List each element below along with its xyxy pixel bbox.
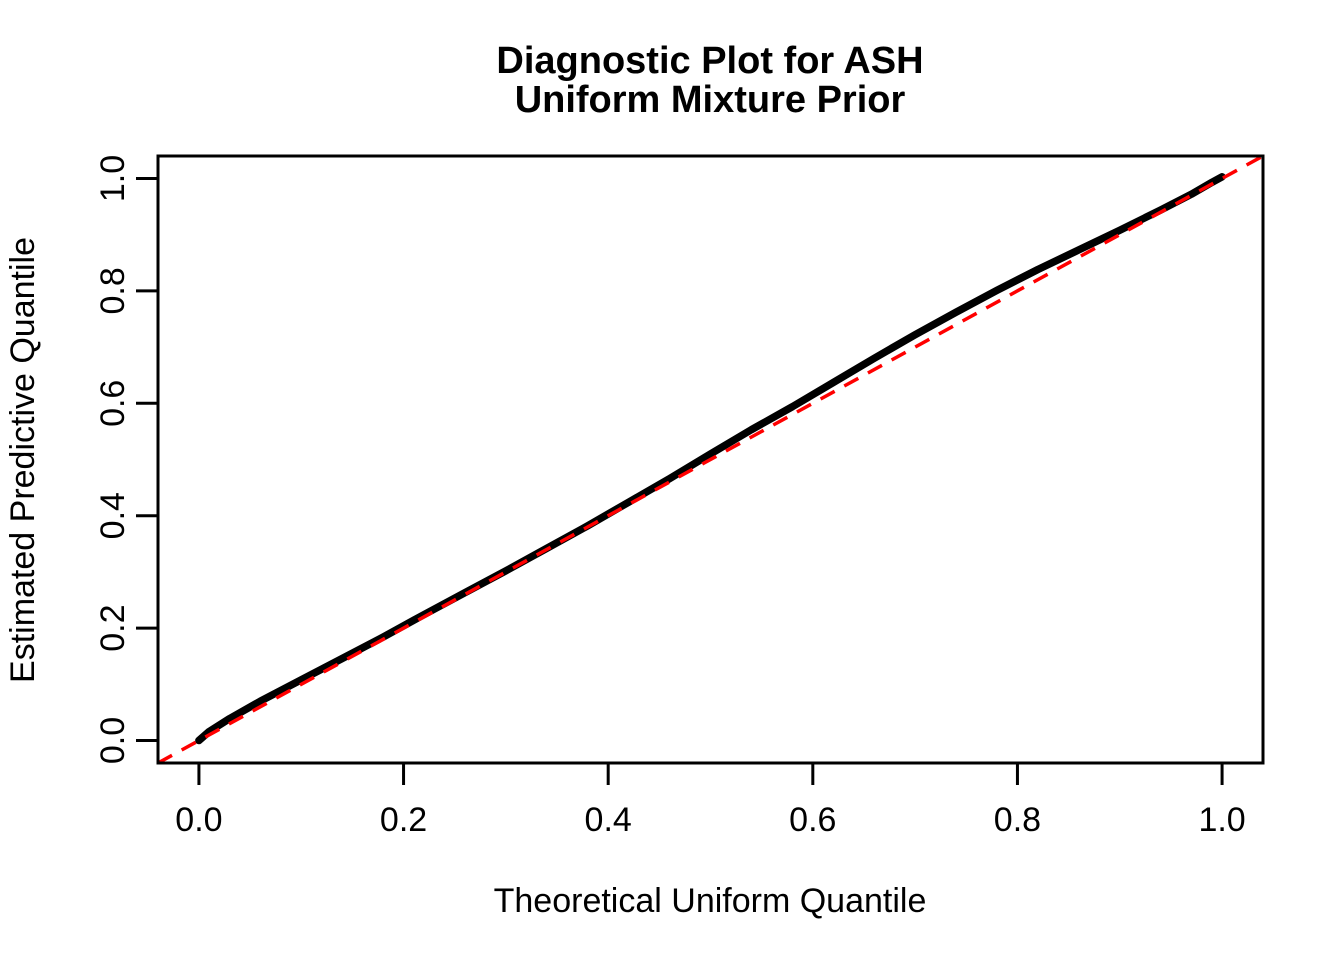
y-tick-label: 0.4	[94, 492, 132, 539]
plot-box-rect	[156, 154, 1265, 765]
y-axis-ticks: 0.0 0.2 0.4 0.6 0.8 1.0	[94, 155, 158, 764]
y-tick-label: 0.6	[94, 380, 132, 427]
y-tick-label: 0.0	[94, 717, 132, 764]
x-tick-label: 0.4	[585, 801, 632, 839]
reference-line	[157, 154, 1264, 765]
plot-box	[156, 154, 1265, 765]
y-tick-label: 0.8	[94, 267, 132, 314]
y-tick-label: 1.0	[94, 155, 132, 202]
x-axis-ticks: 0.0 0.2 0.4 0.6 0.8 1.0	[175, 763, 1246, 839]
x-tick-label: 0.6	[789, 801, 836, 839]
qq-curve	[195, 173, 1226, 745]
qq-curve-path	[195, 173, 1226, 745]
y-tick-label: 0.2	[94, 604, 132, 651]
x-axis-label: Theoretical Uniform Quantile	[494, 882, 927, 920]
x-tick-label: 0.8	[994, 801, 1041, 839]
x-tick-label: 0.2	[380, 801, 427, 839]
y-axis-label: Estimated Predictive Quantile	[4, 237, 42, 683]
plot-title-line1: Diagnostic Plot for ASH	[496, 40, 923, 82]
plot-title-line2: Uniform Mixture Prior	[515, 79, 906, 121]
x-tick-label: 1.0	[1198, 801, 1245, 839]
reference-line-path	[157, 154, 1264, 765]
x-tick-label: 0.0	[175, 801, 222, 839]
